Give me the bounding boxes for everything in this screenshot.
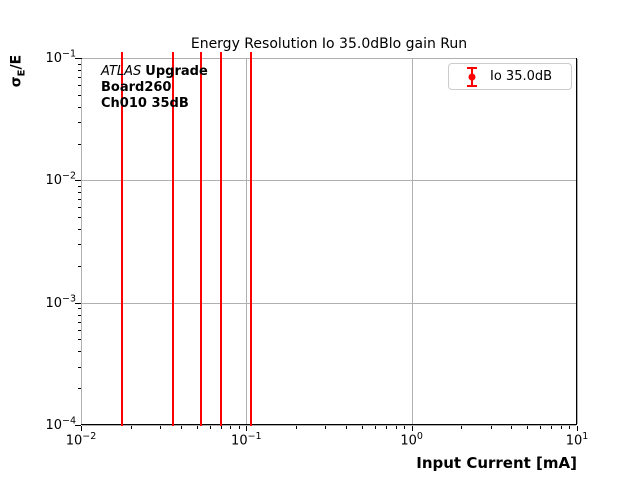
y-tick-label: 10−3 <box>45 293 76 311</box>
x-major-tick <box>577 426 578 431</box>
y-tick-label: 10−4 <box>45 415 76 433</box>
x-minor-tick <box>490 426 492 429</box>
y-axis-label: σE/E <box>9 55 28 87</box>
x-minor-tick <box>361 426 363 429</box>
x-minor-tick <box>395 426 397 429</box>
y-minor-tick <box>78 76 81 78</box>
x-tick-label: 101 <box>565 431 589 449</box>
y-axis-label-rest: /E <box>8 54 25 70</box>
chart-title: Energy Resolution Io 35.0dBlo gain Run <box>190 36 468 52</box>
plot-area <box>81 58 578 426</box>
errorbar-line <box>171 52 174 426</box>
atlas-annotation: ATLAS Upgrade Board260 Ch010 35dB <box>101 64 208 112</box>
x-minor-tick <box>551 426 553 429</box>
x-minor-tick <box>404 426 406 429</box>
x-major-tick <box>246 426 248 431</box>
y-minor-tick <box>78 106 81 108</box>
x-minor-tick <box>345 426 347 429</box>
x-minor-tick <box>130 426 132 429</box>
annotation-line-1: ATLAS Upgrade <box>101 64 208 80</box>
legend-label: Io 35.0dB <box>490 69 553 84</box>
x-major-tick <box>411 426 413 431</box>
y-minor-tick <box>78 192 81 194</box>
y-minor-tick <box>78 63 81 65</box>
x-axis-label: Input Current [mA] <box>416 454 577 472</box>
y-minor-tick <box>78 85 81 87</box>
y-minor-tick <box>78 69 81 71</box>
y-axis-label-sigma: σ <box>8 76 25 88</box>
y-axis-label-subscript: E <box>16 69 28 77</box>
y-major-tick <box>75 180 81 182</box>
y-major-tick <box>75 302 81 304</box>
x-tick-label: 10−2 <box>65 431 97 449</box>
x-minor-tick <box>220 426 222 429</box>
y-gridline <box>82 180 576 182</box>
x-gridline <box>246 59 248 424</box>
y-minor-tick <box>78 329 81 331</box>
annotation-line-2: Board260 <box>101 80 172 95</box>
x-minor-tick <box>296 426 298 429</box>
annotation-brand: ATLAS <box>101 64 142 79</box>
x-minor-tick <box>386 426 388 429</box>
x-minor-tick <box>325 426 327 429</box>
y-minor-tick <box>78 265 81 267</box>
errorbar-line <box>120 52 123 426</box>
x-minor-tick <box>209 426 211 429</box>
x-tick-label: 10−1 <box>231 431 262 449</box>
y-gridline <box>82 425 576 426</box>
legend: Io 35.0dB <box>448 63 572 90</box>
y-minor-tick <box>78 366 81 368</box>
x-minor-tick <box>374 426 376 429</box>
annotation-brand-suffix: Upgrade <box>145 64 208 79</box>
y-minor-tick <box>78 244 81 246</box>
x-minor-tick <box>230 426 232 429</box>
y-minor-tick <box>78 199 81 201</box>
y-major-tick <box>75 425 81 426</box>
y-minor-tick <box>78 229 81 230</box>
y-gridline <box>82 302 576 304</box>
x-minor-tick <box>238 426 240 429</box>
errorbar-line <box>220 52 223 426</box>
x-gridline <box>577 59 578 424</box>
y-minor-tick <box>78 308 81 310</box>
x-minor-tick <box>511 426 513 429</box>
y-minor-tick <box>78 314 81 316</box>
annotation-line-3: Ch010 35dB <box>101 96 189 111</box>
x-minor-tick <box>461 426 463 429</box>
y-minor-tick <box>78 217 81 219</box>
y-minor-tick <box>78 185 81 187</box>
y-minor-tick <box>78 388 81 390</box>
y-minor-tick <box>78 121 81 123</box>
x-minor-tick <box>569 426 571 429</box>
x-minor-tick <box>180 426 182 429</box>
y-minor-tick <box>78 207 81 209</box>
y-minor-tick <box>78 339 81 341</box>
errorbar-line <box>249 52 252 426</box>
x-minor-tick <box>527 426 529 429</box>
y-minor-tick <box>78 321 81 323</box>
x-minor-tick <box>196 426 198 429</box>
x-major-tick <box>81 426 82 431</box>
y-gridline <box>82 58 576 59</box>
x-minor-tick <box>560 426 562 429</box>
y-tick-label: 10−1 <box>45 48 76 66</box>
errorbar-marker-icon <box>467 66 477 87</box>
x-gridline <box>411 59 413 424</box>
y-minor-tick <box>78 94 81 96</box>
y-minor-tick <box>78 143 81 145</box>
x-tick-label: 100 <box>400 431 423 449</box>
x-gridline <box>81 59 82 424</box>
y-tick-label: 10−2 <box>45 170 76 189</box>
y-major-tick <box>75 58 81 59</box>
y-minor-tick <box>78 351 81 353</box>
errorbar-line <box>199 52 202 426</box>
x-minor-tick <box>540 426 542 429</box>
x-minor-tick <box>159 426 161 429</box>
